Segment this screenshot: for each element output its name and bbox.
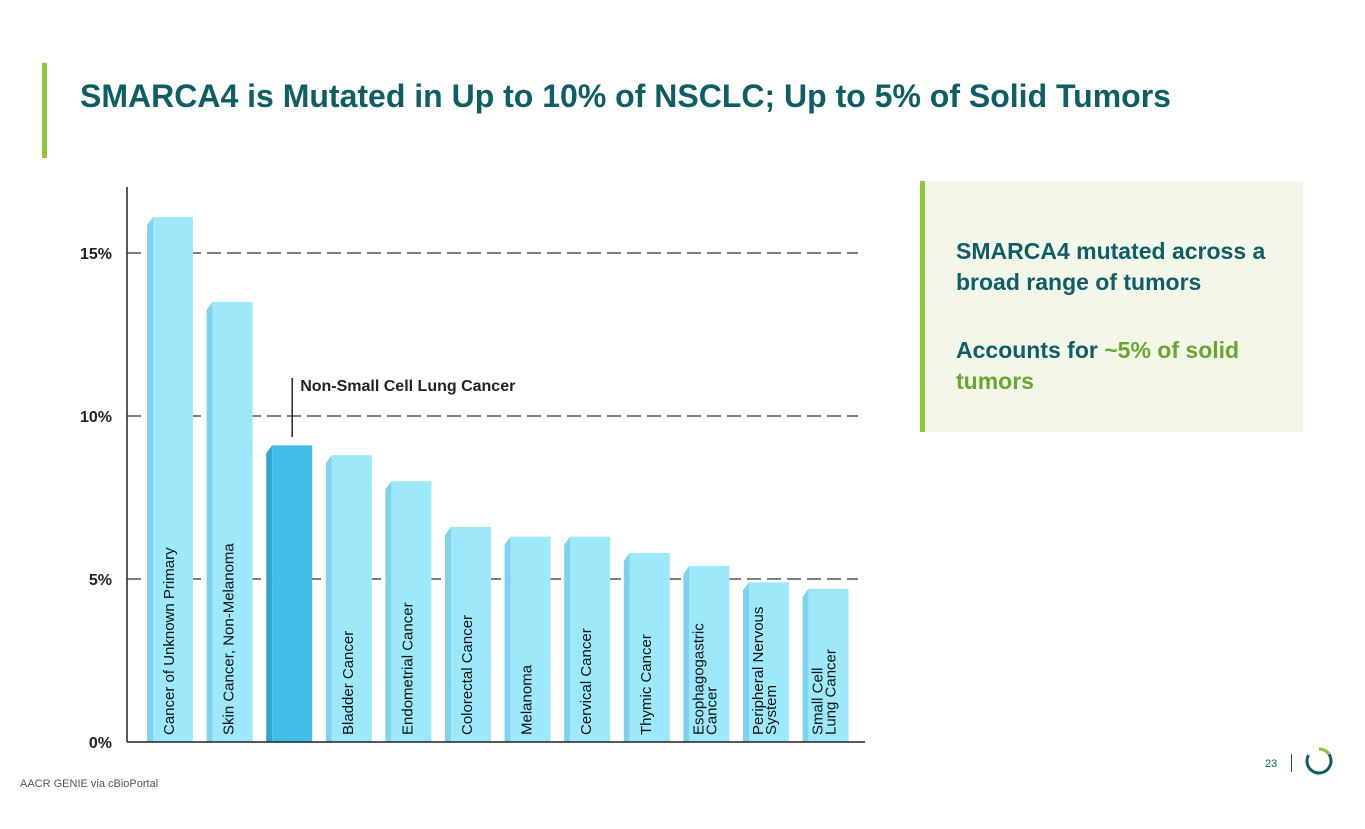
slide-title: SMARCA4 is Mutated in Up to 10% of NSCLC… bbox=[80, 78, 1171, 114]
bar bbox=[510, 536, 551, 742]
bar bbox=[331, 455, 372, 742]
page-number: 23 bbox=[1265, 758, 1278, 770]
bar-label: Cervical Cancer bbox=[578, 628, 595, 735]
bar-label: EsophagogastricCancer bbox=[690, 623, 720, 735]
bar-label: Endometrial Cancer bbox=[399, 602, 416, 735]
callout-line-2: Accounts for ~5% of solid tumors bbox=[956, 335, 1296, 397]
bar-side bbox=[206, 301, 213, 742]
bar-side bbox=[504, 536, 511, 742]
bar-side bbox=[445, 526, 451, 742]
callout-text: SMARCA4 mutated across a broad range of … bbox=[956, 236, 1296, 397]
bar bbox=[570, 536, 611, 742]
bar bbox=[808, 588, 849, 742]
bar-label: Skin Cancer, Non-Melanoma bbox=[221, 543, 238, 735]
y-tick-label: 15% bbox=[80, 246, 112, 263]
bar-chart: Cancer of Unknown Primary Skin Cancer, No… bbox=[80, 187, 865, 752]
bar bbox=[749, 582, 789, 742]
bar bbox=[212, 301, 253, 742]
bar-label-line: Thymic Cancer bbox=[638, 634, 655, 735]
bar-side bbox=[683, 565, 690, 742]
bar-label-line: Small Cell bbox=[810, 667, 827, 735]
bar bbox=[689, 565, 730, 742]
y-tick-label: 5% bbox=[89, 572, 112, 589]
callout-line-1: SMARCA4 mutated across a broad range of … bbox=[956, 238, 1266, 295]
bar-side bbox=[623, 552, 630, 742]
bar bbox=[153, 217, 193, 742]
page-separator bbox=[1291, 754, 1292, 772]
bar-label: Peripheral NervousSystem bbox=[750, 607, 780, 735]
bar-label-line: Melanoma bbox=[519, 664, 536, 735]
bar-side bbox=[802, 588, 809, 742]
callout-accent-bar bbox=[920, 181, 925, 432]
bar-label-line: Colorectal Cancer bbox=[459, 615, 476, 735]
annotation-label: Non-Small Cell Lung Cancer bbox=[300, 378, 515, 395]
bar-label: Melanoma bbox=[519, 664, 536, 735]
bar-side bbox=[147, 217, 153, 742]
bar-label-line: Esophagogastric bbox=[690, 623, 707, 735]
bar-label-line: Endometrial Cancer bbox=[399, 602, 416, 735]
title-accent-bar bbox=[42, 63, 47, 158]
y-tick-label: 0% bbox=[89, 735, 112, 752]
bar-side bbox=[325, 455, 332, 742]
bar-side bbox=[266, 445, 273, 742]
bar bbox=[272, 445, 313, 742]
bar-label: Colorectal Cancer bbox=[459, 615, 476, 735]
bar-label-line: Skin Cancer, Non-Melanoma bbox=[221, 543, 238, 735]
bar-label-line: Peripheral Nervous bbox=[750, 607, 767, 735]
bar bbox=[629, 552, 670, 742]
bar-side bbox=[564, 536, 571, 742]
callout-line-2-prefix: Accounts for bbox=[956, 337, 1105, 363]
bar-label-line: Cervical Cancer bbox=[578, 628, 595, 735]
bar-side bbox=[385, 481, 392, 742]
callout-box: SMARCA4 mutated across a broad range of … bbox=[920, 181, 1303, 432]
bar-label: Thymic Cancer bbox=[638, 634, 655, 735]
bar-label: Small CellLung Cancer bbox=[810, 649, 840, 735]
bar-label: Cancer of Unknown Primary bbox=[161, 547, 178, 735]
bar-label-line: Lung Cancer bbox=[823, 649, 840, 735]
bar bbox=[451, 526, 491, 742]
bar-side bbox=[743, 582, 749, 742]
bar-label-line: Bladder Cancer bbox=[340, 631, 357, 735]
bar-label-line: Cancer bbox=[703, 687, 720, 735]
bar-label-line: System bbox=[763, 685, 780, 735]
y-tick-label: 10% bbox=[80, 409, 112, 426]
bar-label: Bladder Cancer bbox=[340, 631, 357, 735]
callout-highlight: ~5% of solid tumors bbox=[956, 337, 1240, 394]
company-logo-icon bbox=[1305, 747, 1333, 775]
bar-label-line: Cancer of Unknown Primary bbox=[161, 547, 178, 735]
bar bbox=[391, 481, 432, 742]
source-note: AACR GENIE via cBioPortal bbox=[20, 778, 159, 790]
